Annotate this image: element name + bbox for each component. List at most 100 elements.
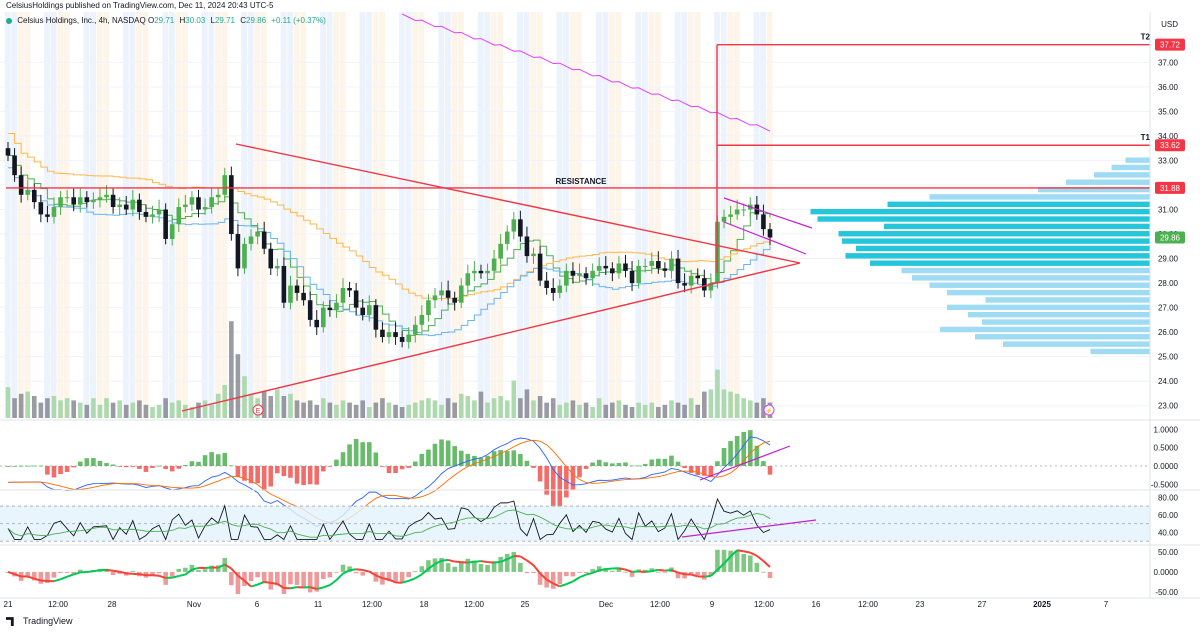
- osc-signal-segment: [434, 559, 442, 565]
- macd-histogram-bar: [472, 455, 477, 466]
- osc-histogram-bar: [465, 558, 471, 572]
- macd-histogram-bar: [702, 466, 707, 476]
- volume-profile-bar: [856, 245, 1150, 252]
- volume-bar: [242, 376, 247, 418]
- earnings-marker-icon[interactable]: [252, 404, 264, 416]
- osc-signal-segment: [645, 570, 652, 573]
- osc-signal-segment: [493, 560, 501, 564]
- dividend-marker-icon[interactable]: [763, 404, 775, 416]
- osc-histogram-bar: [734, 550, 740, 572]
- session-stripe: [379, 12, 386, 418]
- session-stripe: [122, 12, 129, 418]
- candle-body: [196, 197, 201, 210]
- osc-signal-segment: [93, 569, 101, 573]
- osc-histogram-bar: [235, 571, 241, 594]
- volume-bar: [688, 398, 694, 418]
- candle-body: [301, 292, 306, 301]
- session-stripe: [221, 12, 228, 418]
- osc-histogram-bar: [629, 571, 635, 577]
- candle-body: [498, 243, 503, 259]
- volume-bar: [97, 404, 103, 418]
- tradingview-brand[interactable]: TradingView: [6, 614, 73, 628]
- macd-histogram-bar: [715, 461, 720, 466]
- macd-histogram-bar: [176, 466, 182, 469]
- osc-histogram-bar: [478, 564, 484, 572]
- osc-histogram-bar: [31, 571, 37, 581]
- session-stripe: [484, 12, 491, 418]
- macd-histogram-bar: [747, 430, 753, 466]
- macd-histogram-bar: [360, 442, 366, 466]
- price-tick-label: 26.00: [1158, 328, 1179, 337]
- volume-bar: [518, 398, 523, 418]
- macd-histogram-bar: [235, 466, 241, 478]
- osc-signal-segment: [723, 555, 732, 565]
- macd-histogram-bar: [518, 454, 523, 466]
- osc-signal-segment: [217, 563, 226, 569]
- osc-histogram-bar: [577, 571, 582, 573]
- volume-profile-bar: [1125, 157, 1150, 163]
- macd-histogram-bar: [603, 462, 609, 466]
- osc-histogram-bar: [747, 555, 753, 572]
- osc-histogram-bar: [183, 567, 188, 572]
- macd-histogram-bar: [31, 465, 37, 467]
- osc-signal-segment: [86, 570, 94, 574]
- time-tick-label: 12:00: [754, 600, 775, 609]
- osc-signal-segment: [368, 570, 377, 577]
- candle-body: [616, 263, 622, 274]
- macd-histogram-bar: [445, 440, 451, 466]
- volume-bar: [123, 404, 129, 418]
- price-tick-label: 31.00: [1158, 206, 1179, 215]
- macd-histogram-bar: [334, 459, 339, 466]
- session-stripe: [655, 12, 661, 418]
- osc-histogram-bar: [590, 569, 595, 572]
- volume-bar: [504, 400, 510, 418]
- price-tick-label: 34.00: [1158, 132, 1179, 141]
- volume-bar: [71, 400, 76, 418]
- time-tick-label: 6: [255, 600, 260, 609]
- price-tick-label: 28.00: [1158, 279, 1179, 288]
- high-label: H: [179, 16, 186, 25]
- time-tick-label: Nov: [187, 600, 201, 609]
- candle-body: [577, 273, 582, 276]
- osc-histogram-bar: [314, 571, 320, 592]
- osc-histogram-bar: [636, 569, 641, 572]
- osc-signal-segment: [270, 581, 278, 585]
- osc-signal-segment: [506, 555, 515, 561]
- time-tick-label: 12:00: [464, 600, 485, 609]
- volume-bar: [261, 391, 267, 418]
- session-stripe: [96, 12, 103, 418]
- osc-histogram-bar: [419, 566, 425, 572]
- session-stripe: [674, 12, 681, 418]
- candle-body: [130, 199, 136, 210]
- candle-body: [275, 265, 280, 269]
- volume-bar: [268, 396, 274, 418]
- session-stripe: [641, 12, 648, 418]
- osc-histogram-bar: [130, 571, 136, 572]
- osc-histogram-bar: [77, 569, 83, 572]
- osc-signal-segment: [638, 570, 646, 573]
- osc-signal-segment: [585, 571, 593, 576]
- time-tick-label: 2025: [1033, 600, 1051, 609]
- macd-histogram-bar: [156, 465, 162, 467]
- session-stripe: [326, 12, 333, 418]
- candle-body: [97, 197, 103, 200]
- osc-histogram-bar: [485, 564, 490, 572]
- candle-body: [452, 297, 457, 303]
- candle-body: [373, 305, 379, 330]
- macd-histogram-bar: [97, 460, 103, 466]
- osc-histogram-bar: [215, 565, 221, 572]
- osc-histogram-bar: [491, 561, 497, 572]
- candle-body: [5, 148, 11, 156]
- volume-profile-bar: [947, 304, 1150, 311]
- session-stripe: [635, 12, 642, 418]
- volume-bar: [616, 400, 622, 418]
- macd-histogram-bar: [406, 466, 412, 468]
- tradingview-logo-icon: [6, 617, 14, 627]
- osc-signal-segment: [158, 574, 166, 579]
- candle-body: [675, 258, 681, 284]
- volume-profile-bar: [810, 208, 1150, 215]
- osc-histogram-bar: [623, 571, 628, 573]
- osc-tick-label: 0.0000: [1154, 568, 1179, 577]
- macd-histogram-bar: [373, 452, 379, 466]
